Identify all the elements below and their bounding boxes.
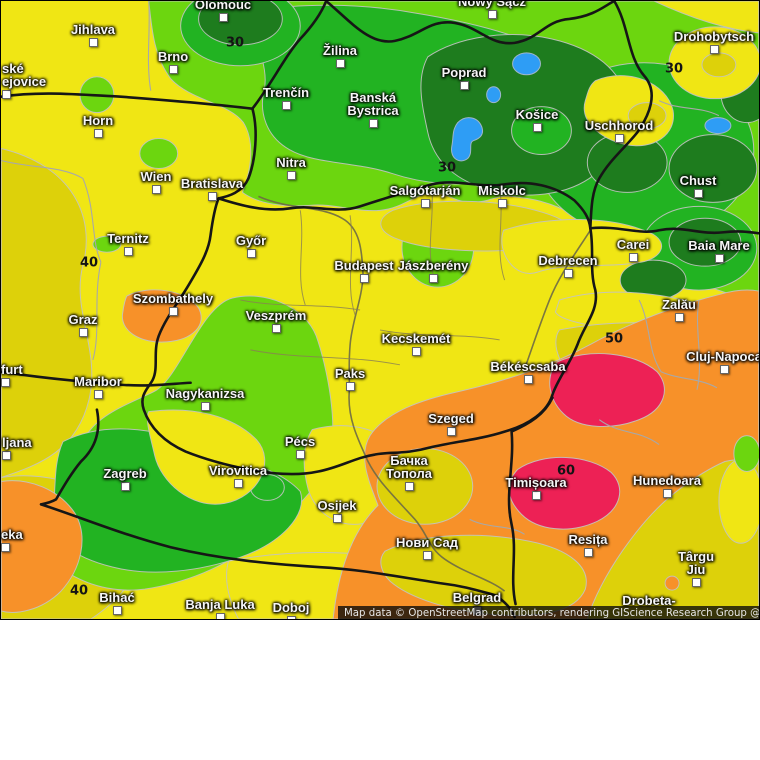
shear-regions-blue [451, 52, 732, 162]
country-borders [1, 1, 759, 619]
shear-regions-red [376, 353, 759, 619]
footer-panel: Vertikale Windscherung 0-6 km (kn) Progn… [0, 620, 760, 760]
admin-boundaries [1, 1, 720, 535]
river-lines [258, 195, 591, 592]
map-canvas [1, 1, 759, 619]
map-attribution: Map data © OpenStreetMap contributors, r… [338, 606, 759, 619]
weather-map: Olomouc Nowy Sącz Jihlava Brno Drohobytsch Ži… [0, 0, 760, 620]
